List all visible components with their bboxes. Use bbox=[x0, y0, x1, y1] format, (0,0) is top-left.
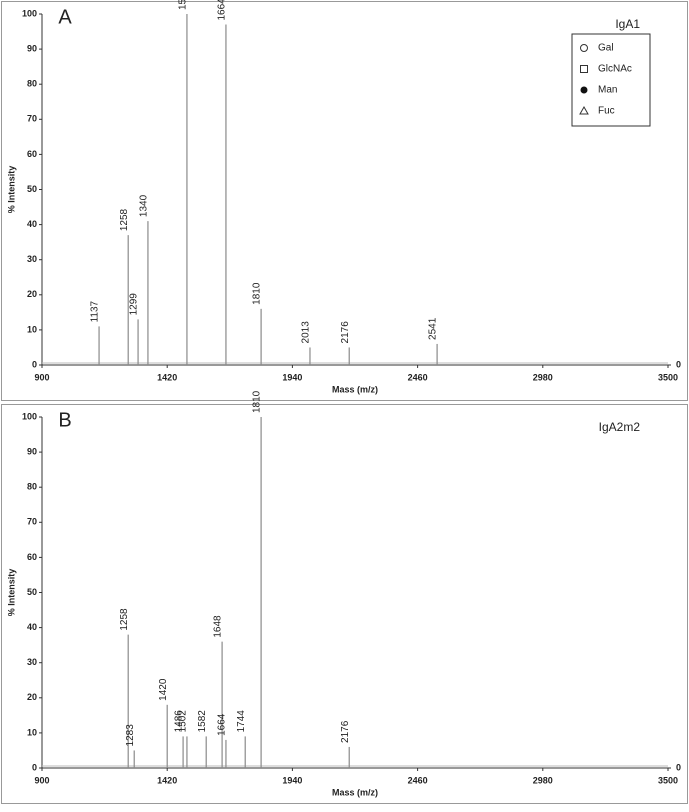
peak-label: 1582 bbox=[197, 710, 208, 733]
legend-label: Man bbox=[598, 85, 617, 96]
y-tick-label: 70 bbox=[27, 114, 37, 124]
y-tick-label: 80 bbox=[27, 482, 37, 492]
panel-border bbox=[1, 1, 688, 401]
x-tick-label: 1940 bbox=[282, 775, 302, 785]
y-tick-label: 60 bbox=[27, 552, 37, 562]
y-tick-label: 40 bbox=[27, 219, 37, 229]
x-axis-title: Mass (m/z) bbox=[332, 787, 378, 797]
y-tick-label: 90 bbox=[27, 43, 37, 53]
y-tick-label: 70 bbox=[27, 517, 37, 527]
y-tick-label: 100 bbox=[22, 8, 37, 18]
y-tick-label: 100 bbox=[22, 411, 37, 421]
peak-label: 1137 bbox=[90, 300, 101, 322]
y-tick-label: 80 bbox=[27, 79, 37, 89]
sample-name: IgA1 bbox=[615, 17, 640, 31]
y-tick-label: 40 bbox=[27, 622, 37, 632]
peak-label: 2013 bbox=[301, 321, 312, 344]
peak-label: 1283 bbox=[125, 724, 136, 747]
x-tick-label: 2980 bbox=[533, 775, 553, 785]
y2-tick-label: 0 bbox=[676, 359, 681, 369]
peak-label: 1258 bbox=[119, 208, 130, 231]
x-tick-label: 1940 bbox=[282, 372, 302, 382]
y-tick-label: 50 bbox=[27, 184, 37, 194]
y-axis-title: % Intensity bbox=[6, 166, 16, 214]
peak-label: 1664 bbox=[217, 713, 228, 736]
y-tick-label: 30 bbox=[27, 254, 37, 264]
legend-label: GlcNAc bbox=[598, 64, 632, 75]
y-tick-label: 20 bbox=[27, 692, 37, 702]
x-tick-label: 2980 bbox=[533, 372, 553, 382]
peak-label: 1648 bbox=[213, 615, 224, 638]
peak-label: 1810 bbox=[252, 282, 263, 305]
peak-label: 1810 bbox=[252, 390, 263, 413]
legend-symbol bbox=[580, 65, 588, 73]
y-tick-label: 10 bbox=[27, 727, 37, 737]
y-axis-title: % Intensity bbox=[6, 569, 16, 617]
y-tick-label: 10 bbox=[27, 324, 37, 334]
x-tick-label: 900 bbox=[34, 372, 49, 382]
peak-label: 1420 bbox=[158, 678, 169, 701]
legend-symbol bbox=[580, 44, 588, 52]
peak-label: 2176 bbox=[340, 321, 351, 344]
x-tick-label: 2460 bbox=[408, 372, 428, 382]
peak-label: 1664 bbox=[217, 0, 228, 21]
peak-label: 1744 bbox=[236, 710, 247, 733]
x-tick-label: 1420 bbox=[157, 372, 177, 382]
legend-label: Gal bbox=[598, 43, 614, 54]
panel-letter: B bbox=[58, 409, 71, 431]
y-tick-label: 50 bbox=[27, 587, 37, 597]
peak-label: 1486 bbox=[174, 710, 185, 733]
sample-name: IgA2m2 bbox=[599, 420, 641, 434]
y-tick-label: 90 bbox=[27, 446, 37, 456]
y-tick-label: 0 bbox=[32, 762, 37, 772]
panel-border bbox=[1, 404, 688, 804]
x-tick-label: 1420 bbox=[157, 775, 177, 785]
x-tick-label: 900 bbox=[34, 775, 49, 785]
x-tick-label: 2460 bbox=[408, 775, 428, 785]
peak-label: 1299 bbox=[129, 293, 140, 316]
y-tick-label: 60 bbox=[27, 149, 37, 159]
peak-label: 1340 bbox=[139, 194, 150, 217]
y2-tick-label: 0 bbox=[676, 762, 681, 772]
peak-label: 2176 bbox=[340, 720, 351, 743]
peak-label: 1258 bbox=[119, 608, 130, 631]
panel-letter: A bbox=[58, 6, 72, 28]
y-tick-label: 0 bbox=[32, 359, 37, 369]
x-tick-label: 3500 bbox=[658, 775, 678, 785]
x-axis-title: Mass (m/z) bbox=[332, 384, 378, 394]
y-tick-label: 20 bbox=[27, 289, 37, 299]
peak-label: 1502 bbox=[178, 710, 189, 733]
legend-label: Fuc bbox=[598, 106, 615, 117]
peak-label: 2541 bbox=[428, 317, 439, 340]
x-tick-label: 3500 bbox=[658, 372, 678, 382]
legend-symbol bbox=[579, 105, 589, 115]
legend-symbol bbox=[580, 86, 588, 94]
y-tick-label: 30 bbox=[27, 657, 37, 667]
peak-label: 1502 bbox=[178, 0, 189, 10]
